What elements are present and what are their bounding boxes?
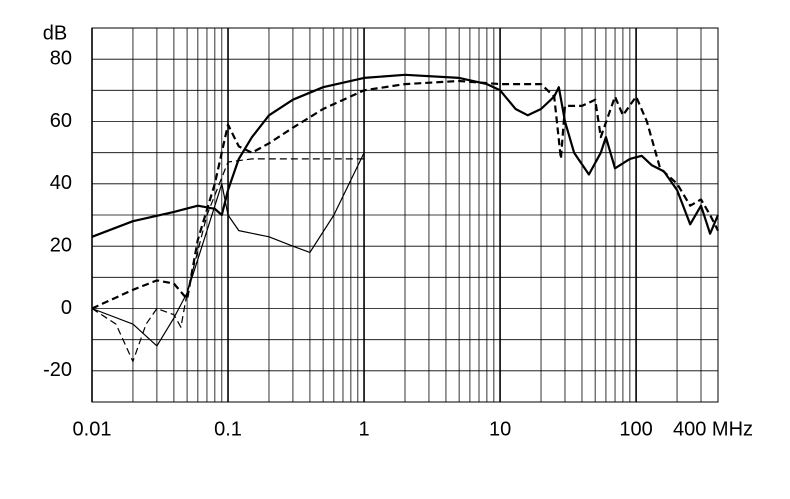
series-line [91, 79, 719, 310]
y-tick-label: 0 [61, 297, 72, 319]
x-tick-label: 400 MHz [673, 418, 753, 440]
x-tick-label: 100 [619, 418, 652, 440]
y-axis-label: dB [43, 22, 67, 44]
x-tick-label: 1 [358, 418, 369, 440]
y-tick-label: 20 [50, 234, 72, 256]
x-tick-label: 0.1 [214, 418, 242, 440]
y-tick-label: 40 [50, 172, 72, 194]
series-line [91, 73, 720, 238]
y-tick-label: 80 [50, 47, 72, 69]
y-tick-label: 60 [50, 110, 72, 132]
series-line [91, 152, 365, 347]
x-tick-label: 10 [489, 418, 511, 440]
series-line [91, 158, 365, 363]
y-tick-label: -20 [43, 359, 72, 381]
x-tick-label: 0.01 [73, 418, 112, 440]
